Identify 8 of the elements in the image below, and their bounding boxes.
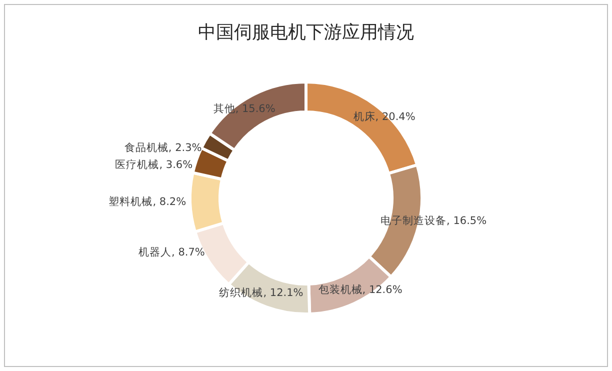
chart-title: 中国伺服电机下游应用情况 [197, 21, 415, 44]
slice-label: 机器人, 8.7% [138, 246, 205, 258]
slice-label: 塑料机械, 8.2% [108, 194, 186, 208]
slice-label: 包装机械, 12.6% [318, 282, 402, 296]
slice-label: 其他, 15.6% [213, 102, 276, 115]
slice-label: 纺织机械, 12.1% [219, 286, 304, 299]
slice-label: 医疗机械, 3.6% [115, 158, 193, 171]
slice-label: 食品机械, 2.3% [124, 140, 202, 154]
